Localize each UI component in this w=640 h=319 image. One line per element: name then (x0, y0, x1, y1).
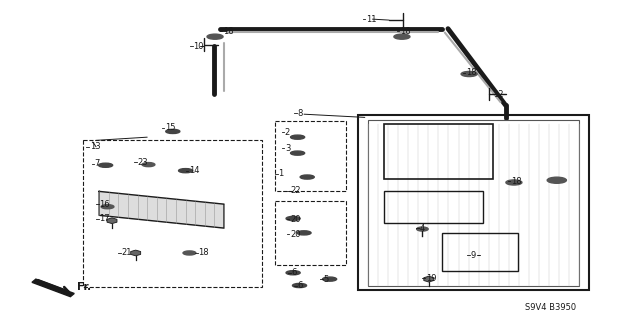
Text: 5: 5 (323, 275, 328, 284)
Text: 20: 20 (290, 215, 300, 224)
Text: 14: 14 (189, 166, 199, 175)
Text: 4: 4 (419, 224, 424, 233)
Ellipse shape (179, 169, 193, 173)
Polygon shape (32, 279, 74, 297)
Bar (442, 233, 518, 271)
Ellipse shape (291, 151, 305, 155)
Text: 17: 17 (99, 214, 110, 223)
Polygon shape (131, 250, 141, 256)
Ellipse shape (547, 177, 566, 183)
Ellipse shape (142, 163, 155, 167)
Ellipse shape (183, 251, 196, 255)
Bar (83, 140, 262, 287)
Bar (384, 191, 483, 223)
Ellipse shape (300, 175, 314, 179)
Text: 18: 18 (400, 27, 411, 36)
Text: 21: 21 (122, 249, 132, 257)
Ellipse shape (506, 180, 522, 185)
Text: 11: 11 (366, 15, 376, 24)
Text: 15: 15 (165, 123, 175, 132)
Text: S9V4 B3950: S9V4 B3950 (525, 303, 576, 312)
Ellipse shape (166, 130, 180, 133)
Text: 1: 1 (278, 169, 284, 178)
Ellipse shape (323, 277, 337, 281)
Ellipse shape (286, 217, 300, 221)
Ellipse shape (101, 205, 114, 209)
Ellipse shape (286, 271, 300, 275)
Polygon shape (99, 191, 224, 228)
Text: 18: 18 (198, 249, 209, 257)
Text: 18: 18 (466, 68, 477, 77)
Text: 10: 10 (193, 42, 204, 51)
Text: Fr.: Fr. (77, 282, 91, 292)
Polygon shape (424, 276, 434, 282)
Bar (358, 115, 589, 290)
Text: 2: 2 (285, 128, 290, 137)
Text: 9: 9 (470, 251, 476, 260)
Bar (275, 201, 346, 265)
Ellipse shape (461, 71, 477, 77)
Bar (384, 124, 493, 179)
Text: 3: 3 (285, 144, 290, 153)
Text: 20: 20 (290, 230, 300, 239)
Bar (275, 121, 346, 191)
Text: 8: 8 (298, 109, 303, 118)
Bar (368, 120, 579, 286)
Text: 22: 22 (290, 186, 300, 195)
Text: 7: 7 (95, 159, 100, 168)
Ellipse shape (417, 227, 428, 231)
Ellipse shape (292, 283, 307, 288)
Ellipse shape (99, 163, 113, 167)
Text: 19: 19 (426, 274, 436, 283)
Text: 18: 18 (223, 27, 234, 36)
Ellipse shape (291, 135, 305, 139)
Polygon shape (107, 218, 117, 224)
Text: 6: 6 (291, 268, 296, 277)
Text: 13: 13 (90, 142, 100, 151)
Ellipse shape (207, 34, 223, 39)
Ellipse shape (394, 34, 410, 39)
Text: 23: 23 (138, 158, 148, 167)
Text: 18: 18 (511, 177, 522, 186)
Text: 16: 16 (99, 200, 110, 209)
Ellipse shape (297, 231, 311, 235)
Text: 12: 12 (493, 90, 503, 99)
Text: 6: 6 (298, 281, 303, 290)
